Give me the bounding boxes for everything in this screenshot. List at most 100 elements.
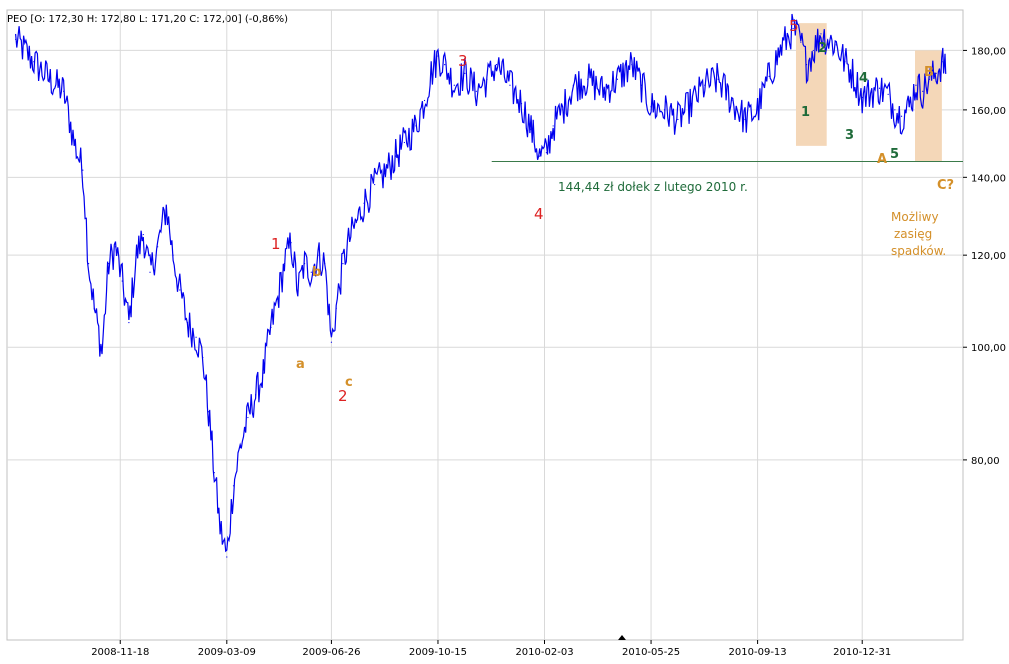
price-point bbox=[335, 307, 337, 309]
scroll-marker-icon[interactable] bbox=[618, 635, 626, 640]
y-tick-label: 180,00 bbox=[971, 46, 1006, 57]
price-point bbox=[640, 84, 643, 86]
price-point bbox=[464, 72, 466, 74]
price-point bbox=[852, 72, 854, 74]
wave-label-red-5: 5 bbox=[789, 17, 799, 35]
price-point bbox=[812, 49, 814, 52]
wave-label-red-2: 2 bbox=[338, 387, 348, 405]
price-point bbox=[33, 61, 35, 63]
plot-frame bbox=[6, 9, 964, 641]
price-point bbox=[650, 106, 652, 108]
x-tick-label: 2010-12-31 bbox=[833, 647, 891, 658]
price-point bbox=[616, 78, 619, 80]
price-point bbox=[195, 336, 197, 338]
price-point bbox=[945, 72, 947, 74]
price-point bbox=[539, 155, 541, 157]
price-point bbox=[374, 183, 376, 186]
price-point bbox=[157, 246, 159, 248]
price-point bbox=[861, 96, 863, 99]
price-point bbox=[101, 351, 103, 353]
price-point bbox=[87, 263, 90, 265]
wave-label-green-4: 4 bbox=[859, 71, 868, 86]
price-point bbox=[530, 128, 532, 130]
price-point bbox=[572, 84, 574, 86]
grid-lines bbox=[7, 10, 963, 640]
price-point bbox=[704, 84, 706, 86]
price-point bbox=[330, 341, 333, 343]
price-point bbox=[73, 141, 75, 144]
price-point bbox=[835, 44, 837, 46]
wave-label-orange-B: B bbox=[924, 65, 934, 80]
price-point bbox=[165, 206, 167, 208]
price-point bbox=[207, 411, 210, 413]
price-point bbox=[509, 84, 511, 86]
price-point bbox=[277, 298, 279, 300]
price-point bbox=[900, 115, 903, 117]
price-point bbox=[283, 263, 285, 265]
x-tick-label: 2010-05-25 bbox=[622, 647, 680, 658]
price-point bbox=[355, 221, 357, 224]
price-point bbox=[495, 64, 498, 66]
price-point bbox=[303, 263, 306, 265]
x-tick-label: 2009-03-09 bbox=[198, 647, 256, 658]
price-point bbox=[128, 321, 130, 324]
price-point bbox=[108, 263, 110, 265]
price-point bbox=[827, 38, 829, 40]
price-point bbox=[310, 271, 312, 273]
price-point bbox=[317, 254, 319, 256]
price-point bbox=[792, 27, 794, 30]
price-point bbox=[744, 118, 746, 121]
price-point bbox=[349, 238, 351, 240]
price-point bbox=[942, 61, 944, 63]
price-point bbox=[562, 109, 564, 111]
price-point bbox=[262, 372, 264, 374]
price-point bbox=[403, 141, 405, 144]
price-point bbox=[186, 321, 189, 324]
y-tick-label: 160,00 bbox=[971, 106, 1006, 117]
wave-label-orange-c: c bbox=[345, 375, 353, 390]
price-point bbox=[552, 125, 554, 127]
price-line bbox=[15, 13, 947, 553]
price-point bbox=[395, 155, 397, 157]
series-group bbox=[15, 13, 947, 558]
price-point bbox=[887, 93, 889, 95]
ohlc-header: PEO [O: 172,30 H: 172,80 L: 171,20 C: 17… bbox=[7, 14, 288, 25]
price-point bbox=[114, 246, 117, 248]
price-point bbox=[179, 289, 181, 291]
price-point bbox=[545, 152, 548, 154]
price-point bbox=[768, 75, 770, 77]
price-point bbox=[908, 106, 910, 108]
range-note-line-1: Możliwy bbox=[891, 210, 939, 224]
price-point bbox=[135, 254, 138, 256]
price-point bbox=[121, 280, 123, 282]
price-point bbox=[232, 485, 235, 487]
price-point bbox=[297, 289, 299, 291]
price-point bbox=[437, 55, 439, 57]
wave-label-green-3: 3 bbox=[845, 128, 854, 143]
y-tick-label: 100,00 bbox=[971, 343, 1006, 354]
price-point bbox=[342, 263, 344, 265]
price-point bbox=[587, 78, 589, 80]
price-point bbox=[871, 90, 873, 92]
wave-label-green-2: 2 bbox=[818, 41, 827, 56]
price-point bbox=[226, 556, 228, 558]
wave-label-red-3: 3 bbox=[458, 52, 468, 70]
price-point bbox=[800, 41, 802, 43]
x-tick-label: 2009-10-15 bbox=[409, 647, 467, 658]
price-point bbox=[213, 472, 215, 474]
price-point bbox=[290, 242, 292, 244]
price-point bbox=[142, 233, 144, 236]
price-point bbox=[149, 271, 151, 273]
price-point bbox=[254, 394, 257, 396]
price-point bbox=[690, 103, 692, 105]
price-point bbox=[915, 84, 917, 86]
price-point bbox=[894, 109, 896, 111]
price-point bbox=[486, 78, 488, 80]
wave-label-orange-b: b bbox=[312, 265, 321, 280]
price-point bbox=[878, 87, 881, 89]
price-point bbox=[780, 47, 783, 49]
wave-label-green-5: 5 bbox=[890, 147, 899, 162]
price-point bbox=[239, 446, 241, 449]
price-point bbox=[717, 78, 719, 80]
